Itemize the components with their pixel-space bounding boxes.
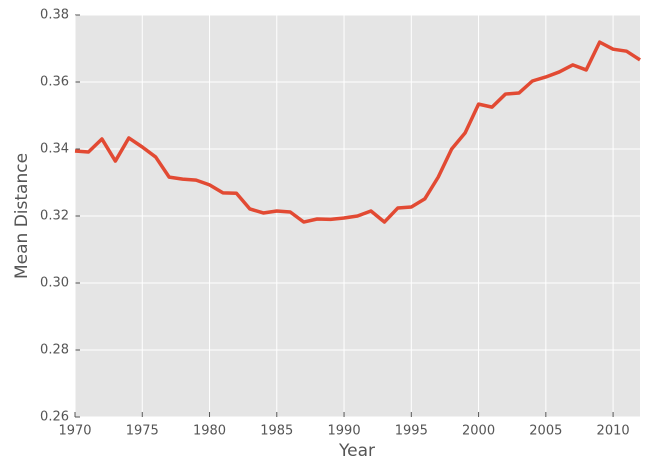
y-tick-label: 0.26 (40, 410, 69, 425)
y-axis-title: Mean Distance (12, 153, 32, 279)
data-line (74, 40, 641, 224)
x-tick-label: 1985 (260, 424, 293, 439)
x-tick-label: 2010 (597, 424, 630, 439)
x-tick-label: 1970 (58, 424, 91, 439)
x-tick-label: 1975 (126, 424, 159, 439)
x-axis-title: Year (338, 441, 375, 460)
x-tick-label: 2005 (529, 424, 562, 439)
x-tick-label: 1980 (193, 424, 226, 439)
x-tick-label: 1990 (328, 424, 361, 439)
y-tick-label: 0.38 (40, 8, 69, 23)
x-tick-label: 2000 (462, 424, 495, 439)
y-tick-label: 0.28 (40, 343, 69, 358)
y-tick-label: 0.30 (40, 276, 69, 291)
y-tick-label: 0.34 (40, 142, 69, 157)
y-tick-label: 0.32 (40, 209, 69, 224)
x-tick-label: 1995 (395, 424, 428, 439)
y-tick-label: 0.36 (40, 75, 69, 90)
